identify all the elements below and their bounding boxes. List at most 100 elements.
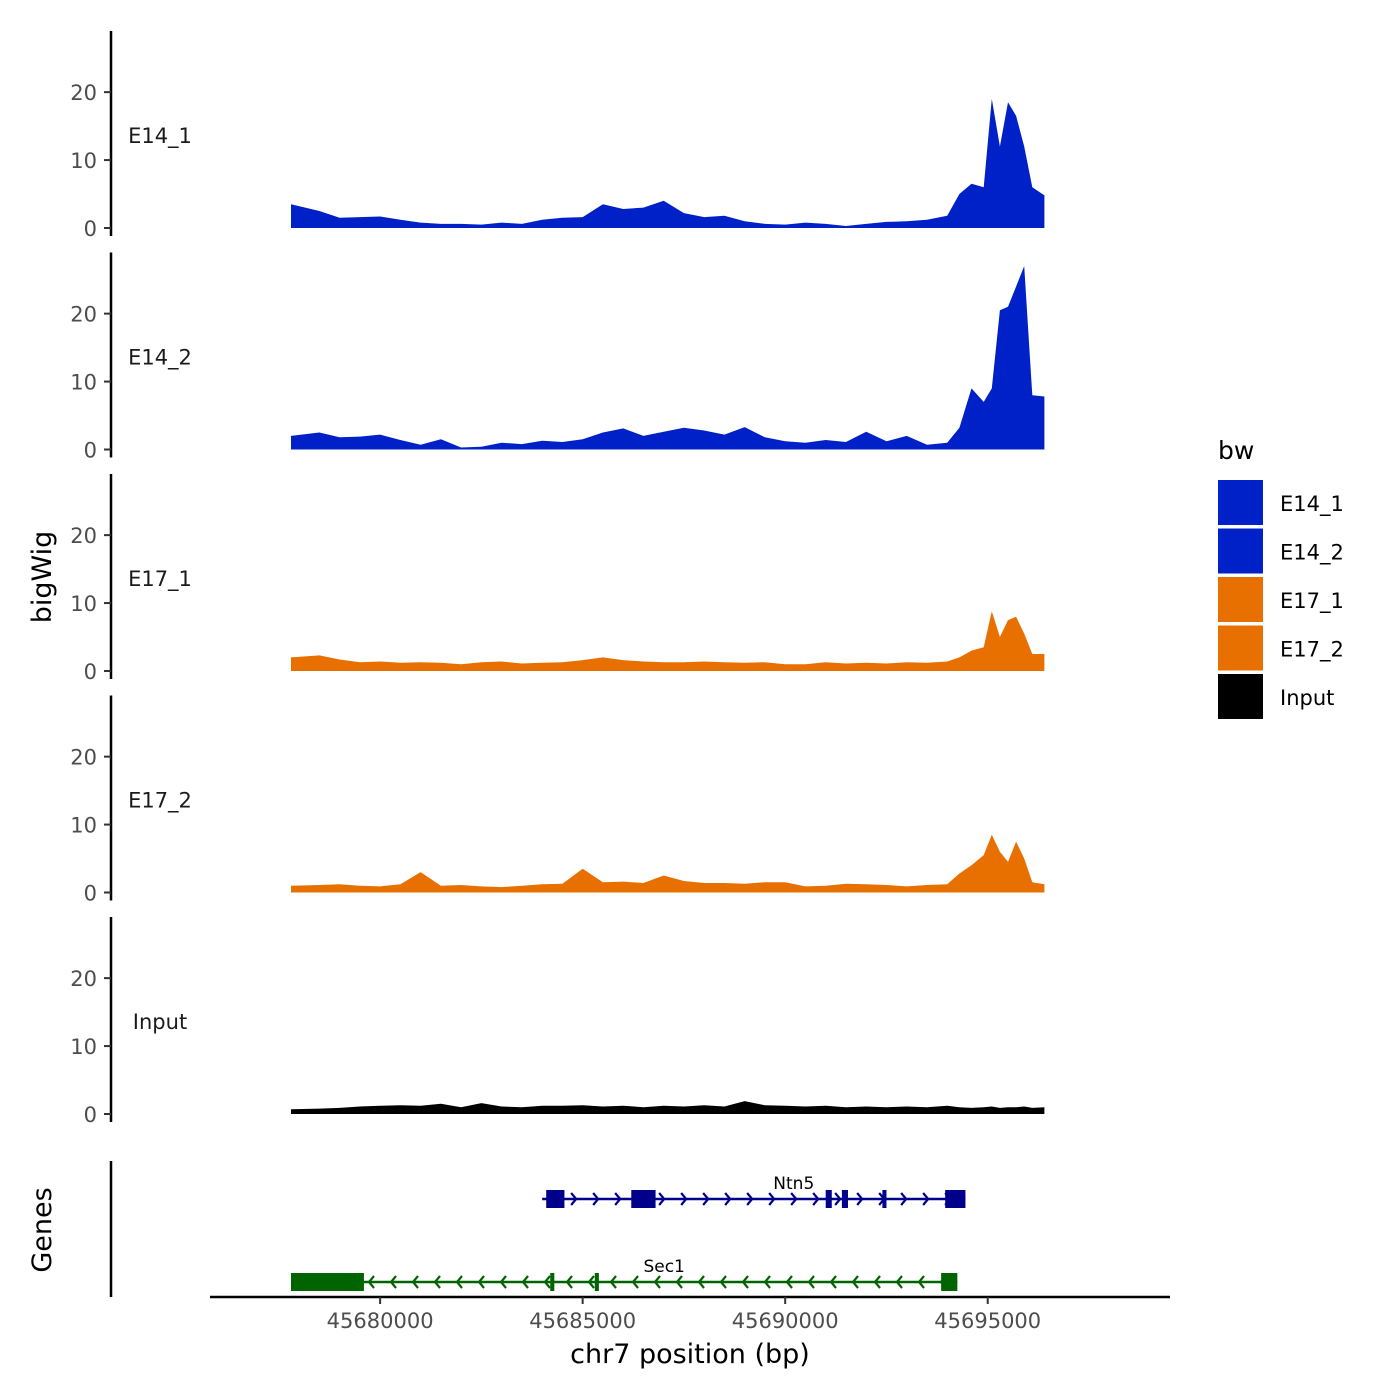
strand-arrow <box>389 1275 397 1289</box>
strand-arrow <box>807 1275 815 1289</box>
strand-arrow <box>680 1192 688 1206</box>
y-tick-label: 20 <box>70 746 97 770</box>
legend-key-E17_1 <box>1218 577 1263 622</box>
strand-arrow <box>658 1192 666 1206</box>
track-E14_1: 0 10 20 E14_1 <box>70 31 1045 241</box>
track-E17_2: 0 10 20 E17_2 <box>70 695 1045 906</box>
strand-arrow <box>790 1192 798 1206</box>
gene-Sec1: Sec1 <box>291 1257 958 1291</box>
track-panels: 0 10 20 E14_1 0 10 20 E14_2 0 10 20 E17_1 0 10 20 E17_2… <box>70 31 1045 1127</box>
legend-label: E17_2 <box>1280 638 1344 663</box>
gene-exon <box>941 1273 958 1291</box>
strand-arrow <box>631 1275 639 1289</box>
y-tick-label: 0 <box>84 1103 97 1127</box>
y-tick-label: 0 <box>84 660 97 684</box>
legend-label: E14_2 <box>1280 541 1344 566</box>
signal-area-E14_2 <box>291 266 1045 450</box>
y-tick-label: 20 <box>70 81 97 105</box>
strand-arrow <box>873 1275 881 1289</box>
track-Input: 0 10 20 Input <box>70 917 1045 1127</box>
strand-arrow <box>675 1275 683 1289</box>
strand-arrow <box>614 1192 622 1206</box>
strand-arrow <box>741 1275 749 1289</box>
strand-arrow <box>856 1192 864 1206</box>
x-tick-label: 45685000 <box>529 1309 636 1333</box>
y-tick-label: 10 <box>70 371 97 395</box>
strand-arrow <box>653 1275 661 1289</box>
strand-arrow <box>411 1275 419 1289</box>
strand-arrow <box>895 1275 903 1289</box>
gene-exon <box>631 1190 656 1208</box>
strand-arrow <box>763 1275 771 1289</box>
strand-arrow <box>565 1275 573 1289</box>
strand-arrow <box>829 1275 837 1289</box>
legend-label: E17_1 <box>1280 589 1344 614</box>
strand-arrow <box>724 1192 732 1206</box>
y-tick-label: 20 <box>70 967 97 991</box>
y-tick-label: 10 <box>70 1035 97 1059</box>
legend-key-E14_1 <box>1218 480 1263 525</box>
gene-exon <box>825 1190 832 1208</box>
y-axis-title: bigWig <box>27 531 58 624</box>
strand-arrow <box>785 1275 793 1289</box>
gene-exon <box>546 1190 565 1208</box>
signal-area-E14_1 <box>291 98 1045 229</box>
signal-area-E17_1 <box>291 611 1045 671</box>
gene-label: Sec1 <box>643 1257 684 1277</box>
strand-arrow <box>592 1192 600 1206</box>
x-tick-label: 45690000 <box>732 1309 839 1333</box>
gene-exon <box>882 1190 887 1208</box>
x-tick-label: 45695000 <box>934 1309 1041 1333</box>
strand-arrow <box>917 1275 925 1289</box>
y-tick-label: 20 <box>70 524 97 548</box>
signal-area-E17_2 <box>291 834 1045 893</box>
gene-exon <box>291 1273 364 1291</box>
track-E14_2: 0 10 20 E14_2 <box>70 252 1045 463</box>
legend-label: Input <box>1280 686 1334 710</box>
strand-arrow <box>900 1192 908 1206</box>
legend-key-Input <box>1218 674 1263 719</box>
x-axis-title: chr7 position (bp) <box>570 1339 810 1370</box>
genes-panel: Ntn5 Sec1 <box>109 1161 966 1297</box>
strand-arrow <box>768 1192 776 1206</box>
gene-label: Ntn5 <box>773 1174 814 1194</box>
y-tick-label: 0 <box>84 217 97 241</box>
track-label: Input <box>133 1010 187 1034</box>
strand-arrow <box>922 1192 930 1206</box>
legend-key-E17_2 <box>1218 625 1263 671</box>
y-tick-label: 0 <box>84 439 97 463</box>
y-tick-label: 10 <box>70 149 97 173</box>
strand-arrow <box>697 1275 705 1289</box>
y-tick-label: 20 <box>70 303 97 327</box>
strand-arrow <box>433 1275 441 1289</box>
track-label: E14_2 <box>128 346 192 371</box>
strand-arrow <box>367 1275 375 1289</box>
strand-arrow <box>499 1275 507 1289</box>
gene-Ntn5: Ntn5 <box>542 1174 966 1208</box>
strand-arrow <box>834 1192 842 1206</box>
strand-arrow <box>719 1275 727 1289</box>
gene-exon <box>550 1273 555 1291</box>
strand-arrow <box>455 1275 463 1289</box>
strand-arrow <box>543 1275 551 1289</box>
gene-exon <box>841 1190 848 1208</box>
gene-exon <box>594 1273 599 1291</box>
y-tick-label: 0 <box>84 882 97 906</box>
gene-exon <box>945 1190 966 1208</box>
strand-arrow <box>812 1192 820 1206</box>
genes-axis-title: Genes <box>27 1187 58 1272</box>
legend-label: E14_1 <box>1280 492 1344 517</box>
strand-arrow <box>702 1192 710 1206</box>
strand-arrow <box>570 1192 578 1206</box>
track-label: E14_1 <box>128 124 192 149</box>
legend-title: bw <box>1218 436 1254 465</box>
y-tick-label: 10 <box>70 814 97 838</box>
x-axis: 45680000 45685000 45690000 45695000 <box>210 1295 1170 1333</box>
strand-arrow <box>587 1275 595 1289</box>
strand-arrow <box>477 1275 485 1289</box>
strand-arrow <box>609 1275 617 1289</box>
legend-key-E14_2 <box>1218 528 1263 574</box>
x-tick-label: 45680000 <box>327 1309 434 1333</box>
strand-arrow <box>521 1275 529 1289</box>
